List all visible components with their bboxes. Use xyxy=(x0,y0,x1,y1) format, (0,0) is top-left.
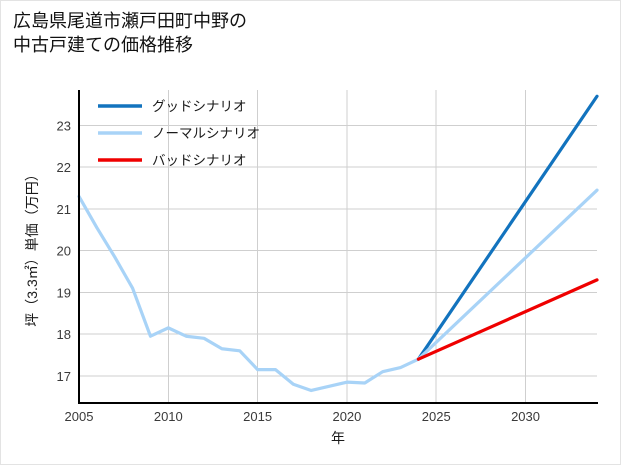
x-tick-label: 2030 xyxy=(511,409,540,424)
series-lines xyxy=(77,94,599,393)
x-axis-tick-labels: 2005 2010 2015 2020 2025 2030 xyxy=(65,409,540,424)
x-axis-title: 年 xyxy=(331,430,345,446)
y-tick-label: 22 xyxy=(57,160,71,175)
x-tick-label: 2025 xyxy=(422,409,451,424)
y-tick-label: 18 xyxy=(57,327,71,342)
legend-label: バッドシナリオ xyxy=(152,153,247,168)
y-tick-label: 21 xyxy=(57,202,71,217)
y-tick-label: 17 xyxy=(57,369,71,384)
series-line xyxy=(416,94,599,361)
chart-title: 広島県尾道市瀬戸田町中野の 中古戸建ての価格推移 xyxy=(13,11,247,56)
y-tick-label: 19 xyxy=(57,285,71,300)
y-tick-label: 23 xyxy=(57,118,71,133)
x-tick-label: 2020 xyxy=(332,409,361,424)
y-axis-title: 坪（3.3㎡）単価（万円） xyxy=(24,167,40,326)
legend-label: ノーマルシナリオ xyxy=(152,126,260,141)
x-tick-label: 2015 xyxy=(243,409,272,424)
series-line xyxy=(77,188,599,393)
x-tick-label: 2010 xyxy=(154,409,183,424)
vertical-gridlines xyxy=(78,90,527,403)
y-axis-tick-labels: 17 18 19 20 21 22 23 xyxy=(57,118,71,383)
legend-label: グッドシナリオ xyxy=(152,99,247,114)
y-tick-label: 20 xyxy=(57,244,71,259)
gridlines xyxy=(79,124,597,377)
series-line xyxy=(416,278,599,361)
x-tick-label: 2005 xyxy=(65,409,94,424)
